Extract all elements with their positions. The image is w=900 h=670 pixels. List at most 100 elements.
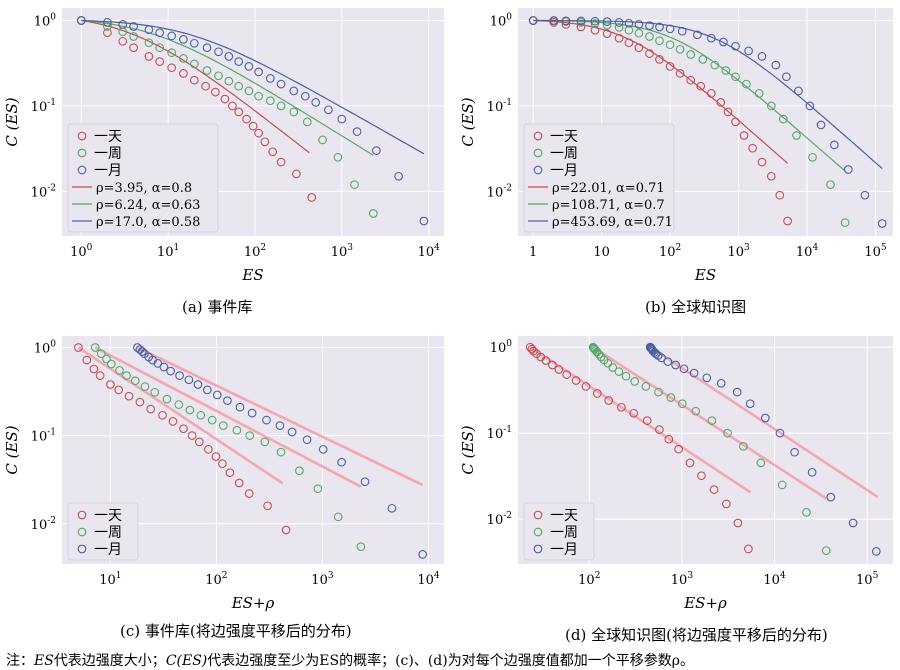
data-point-3 bbox=[782, 72, 791, 82]
y-axis-label: C (ES) bbox=[459, 425, 477, 474]
fit-line-3 bbox=[136, 346, 424, 487]
data-point-1 bbox=[211, 87, 220, 97]
data-point-1 bbox=[541, 356, 551, 365]
data-point-1 bbox=[783, 216, 792, 226]
data-point-2 bbox=[234, 81, 244, 91]
data-point-1 bbox=[766, 171, 776, 181]
data-point-2 bbox=[102, 354, 111, 364]
y-tick-label: 100 bbox=[490, 12, 513, 29]
legend-label-1: 一天 bbox=[94, 129, 122, 145]
data-point-2 bbox=[590, 19, 600, 28]
legend-label-1: 一天 bbox=[550, 129, 578, 145]
y-axis-label: C (ES) bbox=[459, 97, 477, 146]
legend-label-1: 一天 bbox=[550, 508, 578, 524]
data-point-3 bbox=[179, 35, 188, 44]
data-point-3 bbox=[394, 171, 403, 181]
data-point-1 bbox=[592, 389, 602, 398]
data-point-2 bbox=[655, 36, 664, 46]
data-point-2 bbox=[185, 405, 195, 415]
data-point-1 bbox=[775, 190, 785, 200]
data-point-3 bbox=[602, 17, 612, 26]
data-point-1 bbox=[723, 107, 733, 117]
legend-marker-2 bbox=[533, 527, 543, 537]
data-point-1 bbox=[124, 391, 134, 401]
legend-label-3: 一月 bbox=[94, 163, 122, 179]
data-point-1 bbox=[604, 396, 614, 405]
y-tick-label: 10-1 bbox=[487, 98, 512, 115]
data-point-3 bbox=[223, 396, 232, 405]
data-point-3 bbox=[137, 347, 147, 356]
data-point-1 bbox=[82, 355, 92, 365]
data-point-3 bbox=[732, 387, 742, 397]
data-point-3 bbox=[702, 373, 712, 383]
legend-marker-1 bbox=[533, 510, 543, 520]
data-point-2 bbox=[665, 40, 675, 50]
data-point-1 bbox=[218, 459, 227, 469]
data-point-3 bbox=[387, 503, 397, 513]
data-point-2 bbox=[666, 393, 676, 402]
y-tick-label: 10-2 bbox=[487, 183, 512, 200]
data-point-2 bbox=[630, 377, 640, 386]
data-point-1 bbox=[144, 52, 154, 61]
data-point-2 bbox=[368, 209, 378, 218]
legend-marker-1 bbox=[77, 510, 87, 520]
data-point-2 bbox=[350, 180, 359, 189]
data-point-2 bbox=[641, 382, 651, 391]
y-tick-label: 10-1 bbox=[487, 425, 512, 442]
data-point-2 bbox=[189, 59, 199, 69]
data-point-2 bbox=[742, 79, 751, 89]
data-point-3 bbox=[318, 444, 328, 454]
data-point-1 bbox=[228, 101, 237, 111]
data-point-2 bbox=[302, 117, 312, 127]
x-tick-label: 105 bbox=[864, 243, 887, 260]
data-point-1 bbox=[614, 33, 624, 43]
x-tick-label: 104 bbox=[417, 571, 440, 588]
data-point-1 bbox=[204, 444, 213, 454]
fit-line-1 bbox=[533, 19, 789, 164]
data-point-2 bbox=[802, 507, 811, 517]
data-point-1 bbox=[655, 55, 664, 64]
data-point-2 bbox=[778, 114, 788, 124]
y-tick-label: 10-2 bbox=[487, 511, 512, 528]
legend-marker-3 bbox=[77, 165, 87, 175]
data-point-3 bbox=[645, 21, 654, 30]
data-point-3 bbox=[212, 390, 222, 400]
data-point-1 bbox=[709, 485, 719, 494]
data-point-1 bbox=[167, 63, 177, 73]
data-point-3 bbox=[419, 216, 429, 226]
y-tick-label: 10-2 bbox=[31, 516, 56, 533]
data-point-1 bbox=[179, 424, 188, 434]
data-point-3 bbox=[877, 219, 887, 228]
data-point-3 bbox=[634, 20, 644, 29]
data-point-2 bbox=[244, 86, 254, 96]
legend-label-2: 一周 bbox=[94, 146, 122, 162]
data-point-1 bbox=[733, 518, 743, 528]
legend-marker-1 bbox=[77, 131, 87, 141]
data-point-2 bbox=[721, 66, 731, 75]
data-point-3 bbox=[706, 33, 716, 43]
data-point-1 bbox=[686, 75, 696, 85]
data-point-1 bbox=[242, 114, 251, 124]
data-point-3 bbox=[590, 16, 600, 26]
data-point-1 bbox=[234, 107, 244, 117]
legend-marker-2 bbox=[77, 148, 87, 158]
data-point-1 bbox=[187, 431, 197, 440]
data-point-1 bbox=[581, 382, 591, 391]
data-point-1 bbox=[135, 397, 145, 407]
x-tick-label: 103 bbox=[311, 571, 334, 588]
data-point-1 bbox=[118, 36, 128, 46]
plot-content bbox=[76, 16, 429, 226]
data-point-3 bbox=[214, 47, 223, 57]
data-point-3 bbox=[745, 399, 755, 409]
data-point-2 bbox=[162, 394, 172, 404]
data-point-2 bbox=[686, 50, 696, 59]
y-axis-label: C (ES) bbox=[3, 425, 21, 474]
data-point-1 bbox=[103, 28, 112, 38]
data-point-2 bbox=[313, 484, 323, 494]
x-tick-label: 104 bbox=[796, 243, 819, 260]
data-point-3 bbox=[166, 366, 175, 376]
x-tick-label: 10 bbox=[593, 245, 610, 260]
data-point-1 bbox=[89, 364, 99, 374]
data-point-2 bbox=[624, 25, 634, 35]
y-tick-label: 10-1 bbox=[31, 98, 56, 115]
